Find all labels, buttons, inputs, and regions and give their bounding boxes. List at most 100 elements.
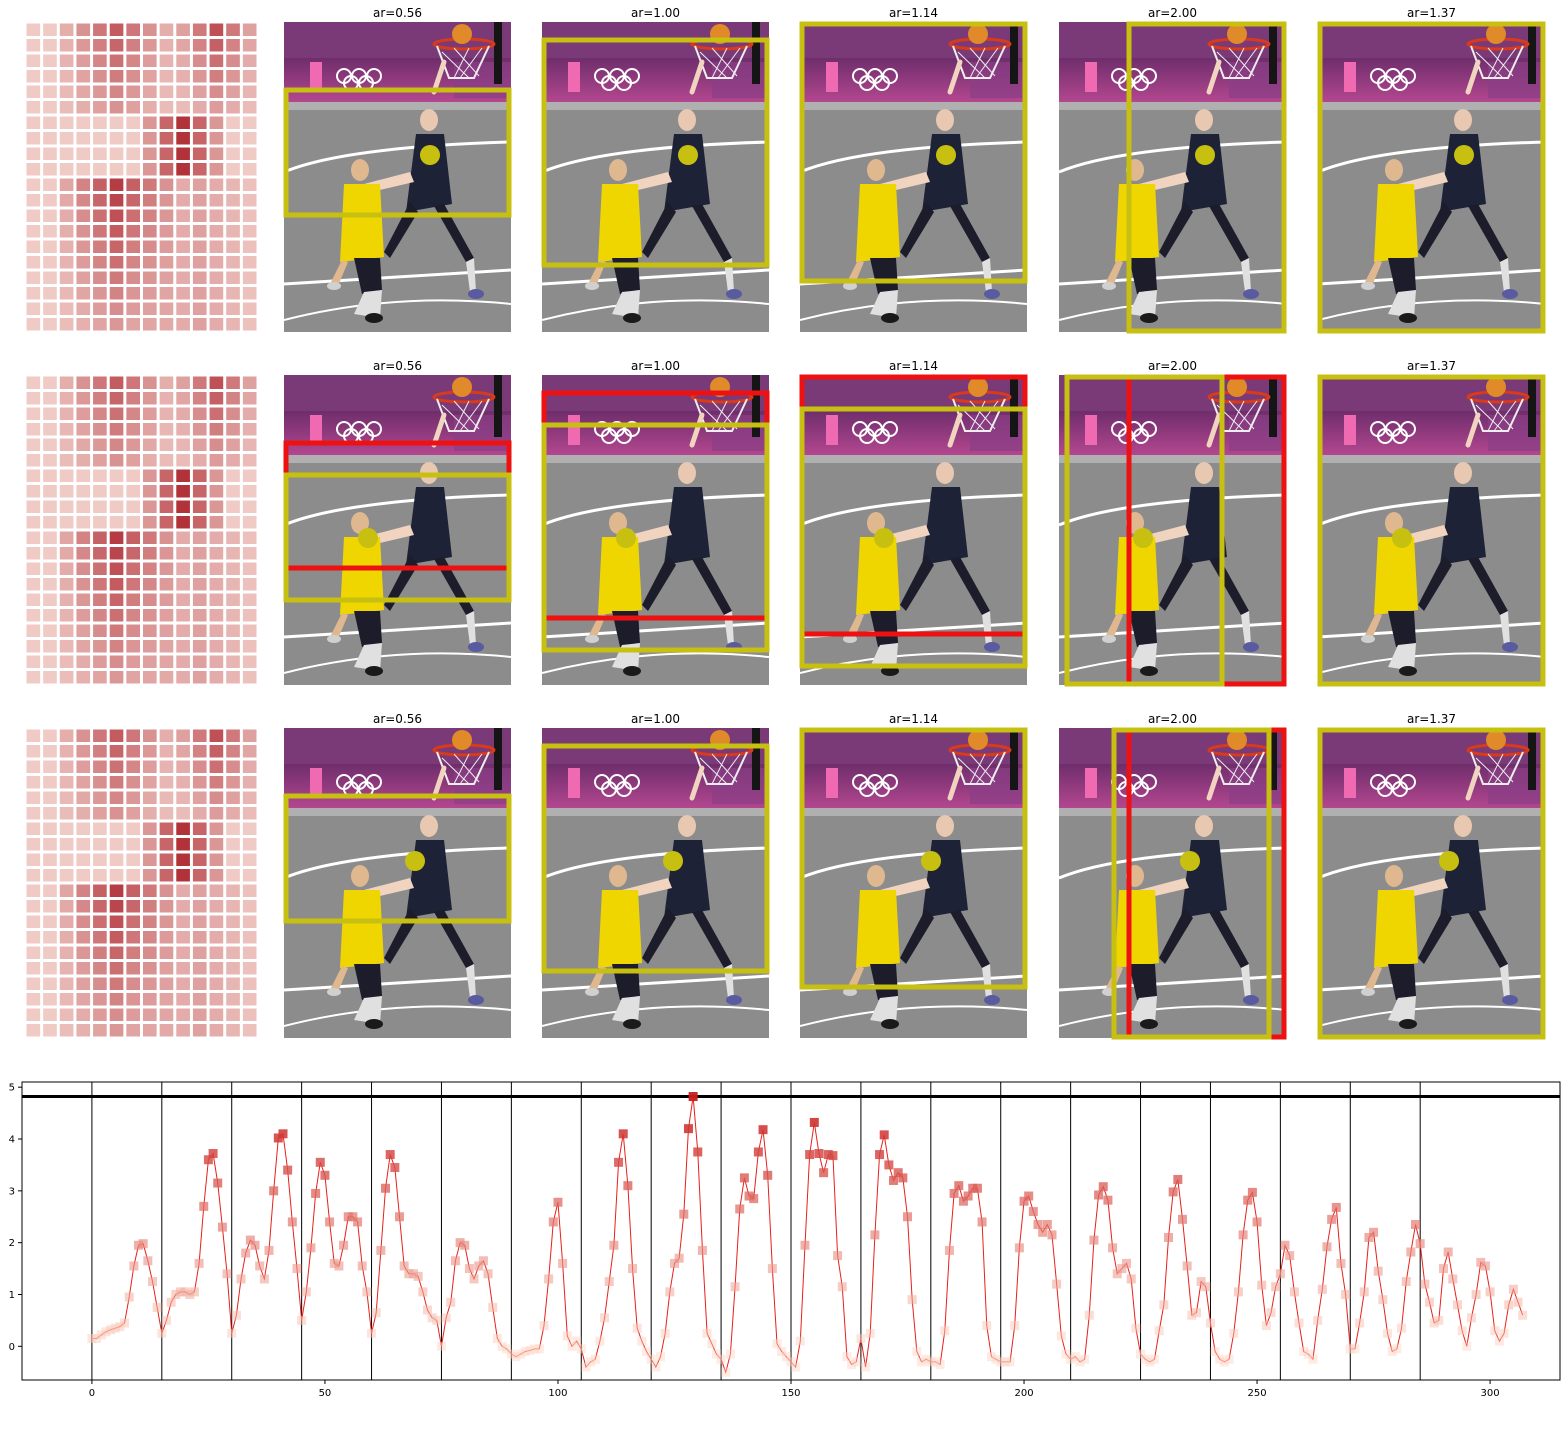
crop-box-yellow (799, 727, 1028, 990)
center-point (616, 528, 636, 548)
center-point (1195, 145, 1215, 165)
heatmap-cell (209, 562, 224, 575)
heatmap-cell (209, 116, 224, 129)
heatmap-cell (43, 178, 57, 191)
heatmap-cell (176, 1024, 190, 1037)
heatmap-cell (109, 884, 124, 897)
data-point (907, 1295, 917, 1305)
heatmap-cell (59, 116, 74, 129)
heatmap-cell (76, 671, 91, 684)
heatmap-cell (26, 178, 41, 191)
heatmap-cell (109, 791, 124, 804)
heatmap-cell (143, 271, 157, 284)
heatmap-cell (43, 147, 57, 160)
heatmap-cell (242, 609, 257, 622)
data-point (1089, 1235, 1099, 1245)
data-point (669, 1258, 679, 1268)
basketball-photo (284, 375, 511, 685)
heatmap-cell (126, 578, 140, 591)
data-point (432, 1315, 442, 1325)
heatmap-cell (242, 671, 257, 684)
heatmap-cell (126, 392, 140, 405)
image-panel: ar=1.37 (1317, 712, 1546, 1040)
heatmap-cell (126, 977, 140, 990)
basketball-photo (542, 728, 769, 1038)
heatmap-cell (143, 838, 157, 851)
heatmap-cell (242, 853, 257, 866)
heatmap-cell (242, 900, 257, 913)
heatmap-cell (109, 116, 124, 129)
heatmap-cell (143, 1024, 157, 1037)
data-point (916, 1357, 926, 1367)
crop-box-yellow (799, 21, 1028, 284)
data-point (329, 1258, 339, 1268)
data-point (609, 1240, 619, 1250)
heatmap-cell (176, 822, 190, 835)
heatmap-cell (43, 562, 57, 575)
heatmap-cell (26, 287, 41, 300)
heatmap-cell (242, 101, 257, 114)
heatmap-cell (26, 838, 41, 851)
heatmap-cell (209, 485, 224, 498)
heatmap-cell (209, 760, 224, 773)
data-point (120, 1318, 130, 1328)
heatmap-cell (226, 640, 240, 653)
heatmap-cell (242, 869, 257, 882)
data-point (805, 1150, 815, 1160)
center-point (1180, 851, 1200, 871)
heatmap-cell (226, 869, 240, 882)
heatmap-cell (226, 1008, 240, 1021)
data-point (642, 1346, 652, 1356)
y-tick-label: 1 (9, 1290, 15, 1301)
heatmap-cell (159, 993, 174, 1006)
heatmap-cell (126, 85, 140, 98)
heatmap-cell (59, 593, 74, 606)
center-point (1454, 145, 1474, 165)
heatmap-cell (76, 745, 91, 758)
data-point (283, 1165, 293, 1175)
heatmap-cell (226, 194, 240, 207)
heatmap-cell (26, 194, 41, 207)
heatmap-cell (59, 469, 74, 482)
heatmap-cell (26, 23, 41, 36)
heatmap-cell (143, 287, 157, 300)
data-point (87, 1334, 97, 1344)
heatmap-cell (43, 884, 57, 897)
data-point (301, 1287, 311, 1297)
data-point (697, 1245, 707, 1255)
heatmap-cell (109, 132, 124, 145)
heatmap-cell (176, 163, 190, 176)
heatmap-cell (192, 1024, 207, 1037)
heatmap-cell (59, 931, 74, 944)
heatmap-cell (93, 376, 107, 389)
heatmap-cell (176, 500, 190, 513)
heatmap-cell (109, 392, 124, 405)
heatmap-cell (209, 178, 224, 191)
heatmap-cell (242, 729, 257, 742)
heatmap-cell (43, 962, 57, 975)
heatmap-cell (143, 85, 157, 98)
heatmap-cell (209, 287, 224, 300)
heatmap-cell (59, 624, 74, 637)
heatmap-cell (226, 500, 240, 513)
heatmap-cell (226, 729, 240, 742)
heatmap-cell (126, 853, 140, 866)
data-point (1024, 1191, 1034, 1201)
crop-box-yellow (1111, 727, 1272, 1040)
heatmap-cell (159, 946, 174, 959)
heatmap-cell (126, 931, 140, 944)
data-point (1308, 1354, 1318, 1364)
data-point (292, 1264, 302, 1274)
heatmap-cell (209, 776, 224, 789)
data-point (1028, 1207, 1038, 1217)
heatmap-cell (76, 485, 91, 498)
data-point (138, 1239, 148, 1249)
heatmap-cell (43, 23, 57, 36)
heatmap-cell (176, 23, 190, 36)
heatmap-cell (242, 760, 257, 773)
heatmap-cell (59, 900, 74, 913)
data-point (1201, 1282, 1211, 1292)
heatmap-cell (126, 900, 140, 913)
heatmap-cell (109, 1024, 124, 1037)
data-point (800, 1240, 810, 1250)
